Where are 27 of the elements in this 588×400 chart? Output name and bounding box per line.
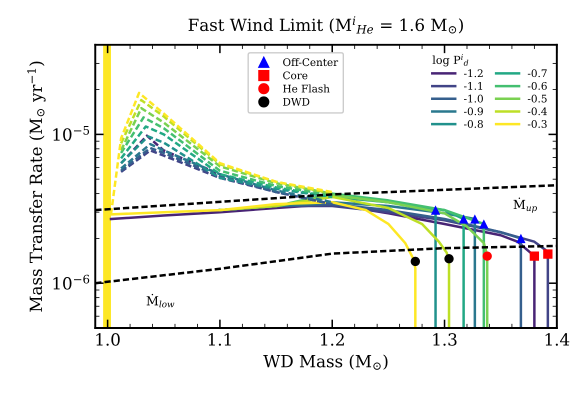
legend-label: He Flash (283, 84, 330, 93)
annotation: Ṁ$_{up}$ (514, 198, 537, 213)
legend-label: -0.8 (464, 120, 483, 128)
x-tick-label: 1.0 (96, 333, 120, 346)
legend-title: log P$^{i}$$_{d}$ (432, 54, 468, 66)
legend-label: DWD (283, 98, 310, 106)
legend-label: -0.7 (528, 69, 547, 78)
y-tick-label: 10$^{−5}$ (53, 126, 90, 141)
legend-label: -0.5 (528, 94, 547, 103)
y-tick-label: 10$^{−6}$ (53, 274, 90, 290)
legend-label: -0.6 (528, 82, 547, 90)
x-tick-label: 1.3 (433, 333, 457, 346)
x-axis-title: WD Mass (M$_{⊙}$) (263, 354, 388, 370)
legend-label: -1.1 (464, 82, 482, 90)
legend-label: -1.0 (464, 94, 483, 103)
x-tick-label: 1.2 (321, 333, 344, 346)
annotation: Ṁ$_{low}$ (146, 294, 174, 308)
y-axis-title: Mass Transfer Rate (M$_{⊙}$ yr$^{−1}$) (27, 62, 46, 312)
chart-title: Fast Wind Limit (M$^{i}$$_{He}$ = 1.6 M$_{⊙}$) (188, 16, 463, 34)
legend-label: -1.2 (464, 69, 483, 78)
legend-label: Core (283, 71, 308, 80)
legend-label: Off-Center (283, 58, 338, 66)
legend-label: -0.3 (528, 120, 547, 128)
x-tick-label: 1.1 (208, 333, 231, 346)
legend-label: -0.4 (528, 107, 547, 116)
legend-label: -0.9 (464, 107, 483, 116)
x-tick-label: 1.4 (546, 333, 570, 346)
